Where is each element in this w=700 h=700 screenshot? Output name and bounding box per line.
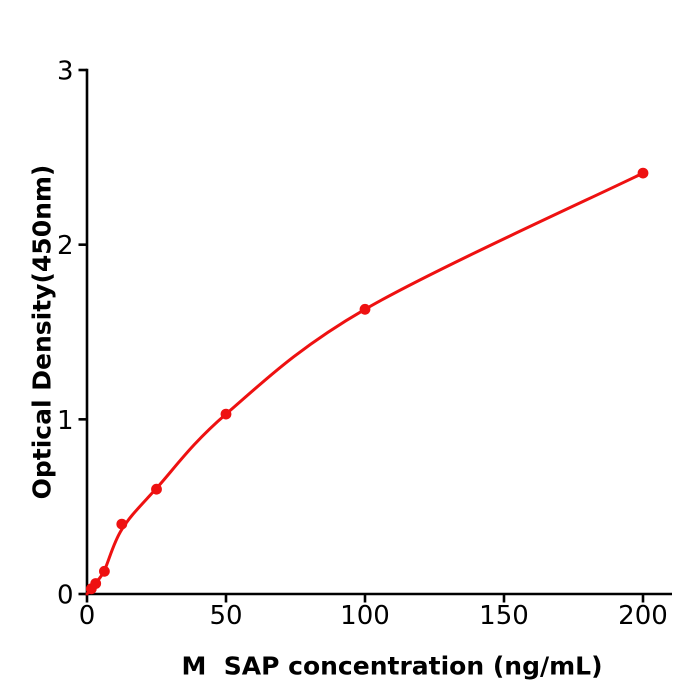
data-point-marker <box>90 578 102 589</box>
data-point-marker <box>359 303 371 315</box>
plot-area: 0 1 2 3 0 50 100 150 200 <box>57 57 672 631</box>
standard-curve-line <box>85 171 645 596</box>
data-point-marker <box>637 167 649 179</box>
data-point-marker <box>151 483 162 495</box>
y-axis-title: Optical Density(450nm) <box>28 165 57 500</box>
x-tick-label: 0 <box>79 601 96 631</box>
data-point-marker <box>220 408 232 420</box>
y-tick-label: 1 <box>57 406 74 436</box>
x-tick-label: 150 <box>479 601 529 631</box>
x-axis-title: M SAP concentration (ng/mL) <box>181 652 602 681</box>
data-point-marker <box>116 518 128 530</box>
data-point-marker <box>99 565 110 577</box>
x-tick-label: 50 <box>209 601 242 631</box>
y-tick-label: 0 <box>57 581 74 611</box>
x-tick-label: 200 <box>618 601 668 631</box>
y-tick-label: 3 <box>57 57 74 87</box>
y-tick-label: 2 <box>57 231 74 261</box>
x-tick-label: 100 <box>340 601 390 631</box>
